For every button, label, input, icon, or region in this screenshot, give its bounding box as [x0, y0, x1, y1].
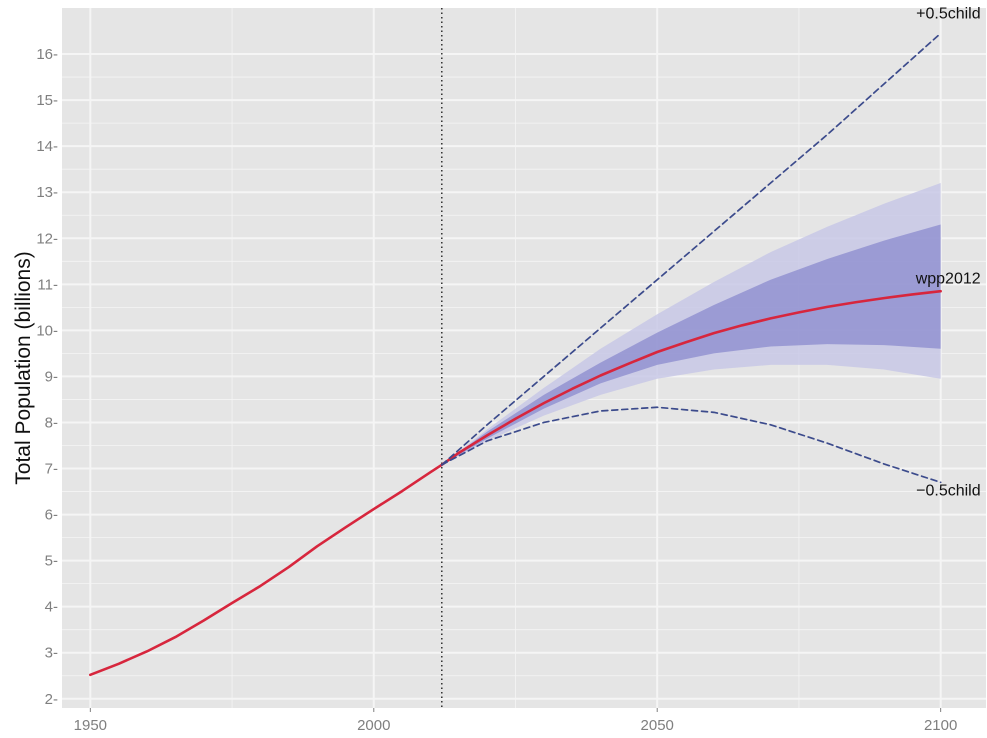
y-tick-label: 4- — [45, 599, 58, 616]
y-tick-label: 5- — [45, 553, 58, 570]
uncertainty-bands — [441, 183, 941, 465]
y-tick-label: 9- — [45, 368, 58, 385]
y-tick-label: 6- — [45, 507, 58, 524]
series-annotation: +0.5child — [916, 6, 981, 23]
y-tick-label: 11- — [37, 276, 58, 293]
series-line-0-5child — [440, 32, 942, 466]
y-tick-label: 12- — [36, 230, 58, 247]
y-tick-label: 2- — [45, 691, 58, 708]
y-tick-label: 16- — [36, 46, 58, 63]
y-tick-label: 13- — [36, 184, 58, 201]
y-tick-label: 15- — [36, 92, 58, 109]
y-tick-label: 14- — [36, 138, 58, 155]
series-line-0-5child — [440, 406, 942, 484]
x-tick-label: 2000 — [357, 717, 390, 734]
series-lines — [89, 32, 942, 677]
x-tick-label: 2100 — [924, 717, 957, 734]
annotations: +0.5child wpp2012 −0.5child — [915, 6, 981, 500]
series-annotation: −0.5child — [916, 482, 981, 499]
y-tick-label: 3- — [45, 645, 58, 662]
y-axis-title: Total Population (billions) — [12, 251, 35, 484]
series-annotation: wpp2012 — [915, 270, 981, 287]
x-tick-label: 1950 — [74, 717, 107, 734]
uncertainty-band-80pct — [441, 224, 941, 465]
series-line-wpp2012 — [89, 289, 942, 677]
y-tick-label: 10- — [36, 322, 58, 339]
y-tick-label: 8- — [45, 414, 58, 431]
axes: 2- 3- 4- 5- 6- 7- 8- 9- 10- 11- 12- 13- 14- 15- 16- 195… — [36, 46, 957, 734]
y-tick-label: 7- — [45, 461, 58, 478]
x-tick-label: 2050 — [641, 717, 674, 734]
